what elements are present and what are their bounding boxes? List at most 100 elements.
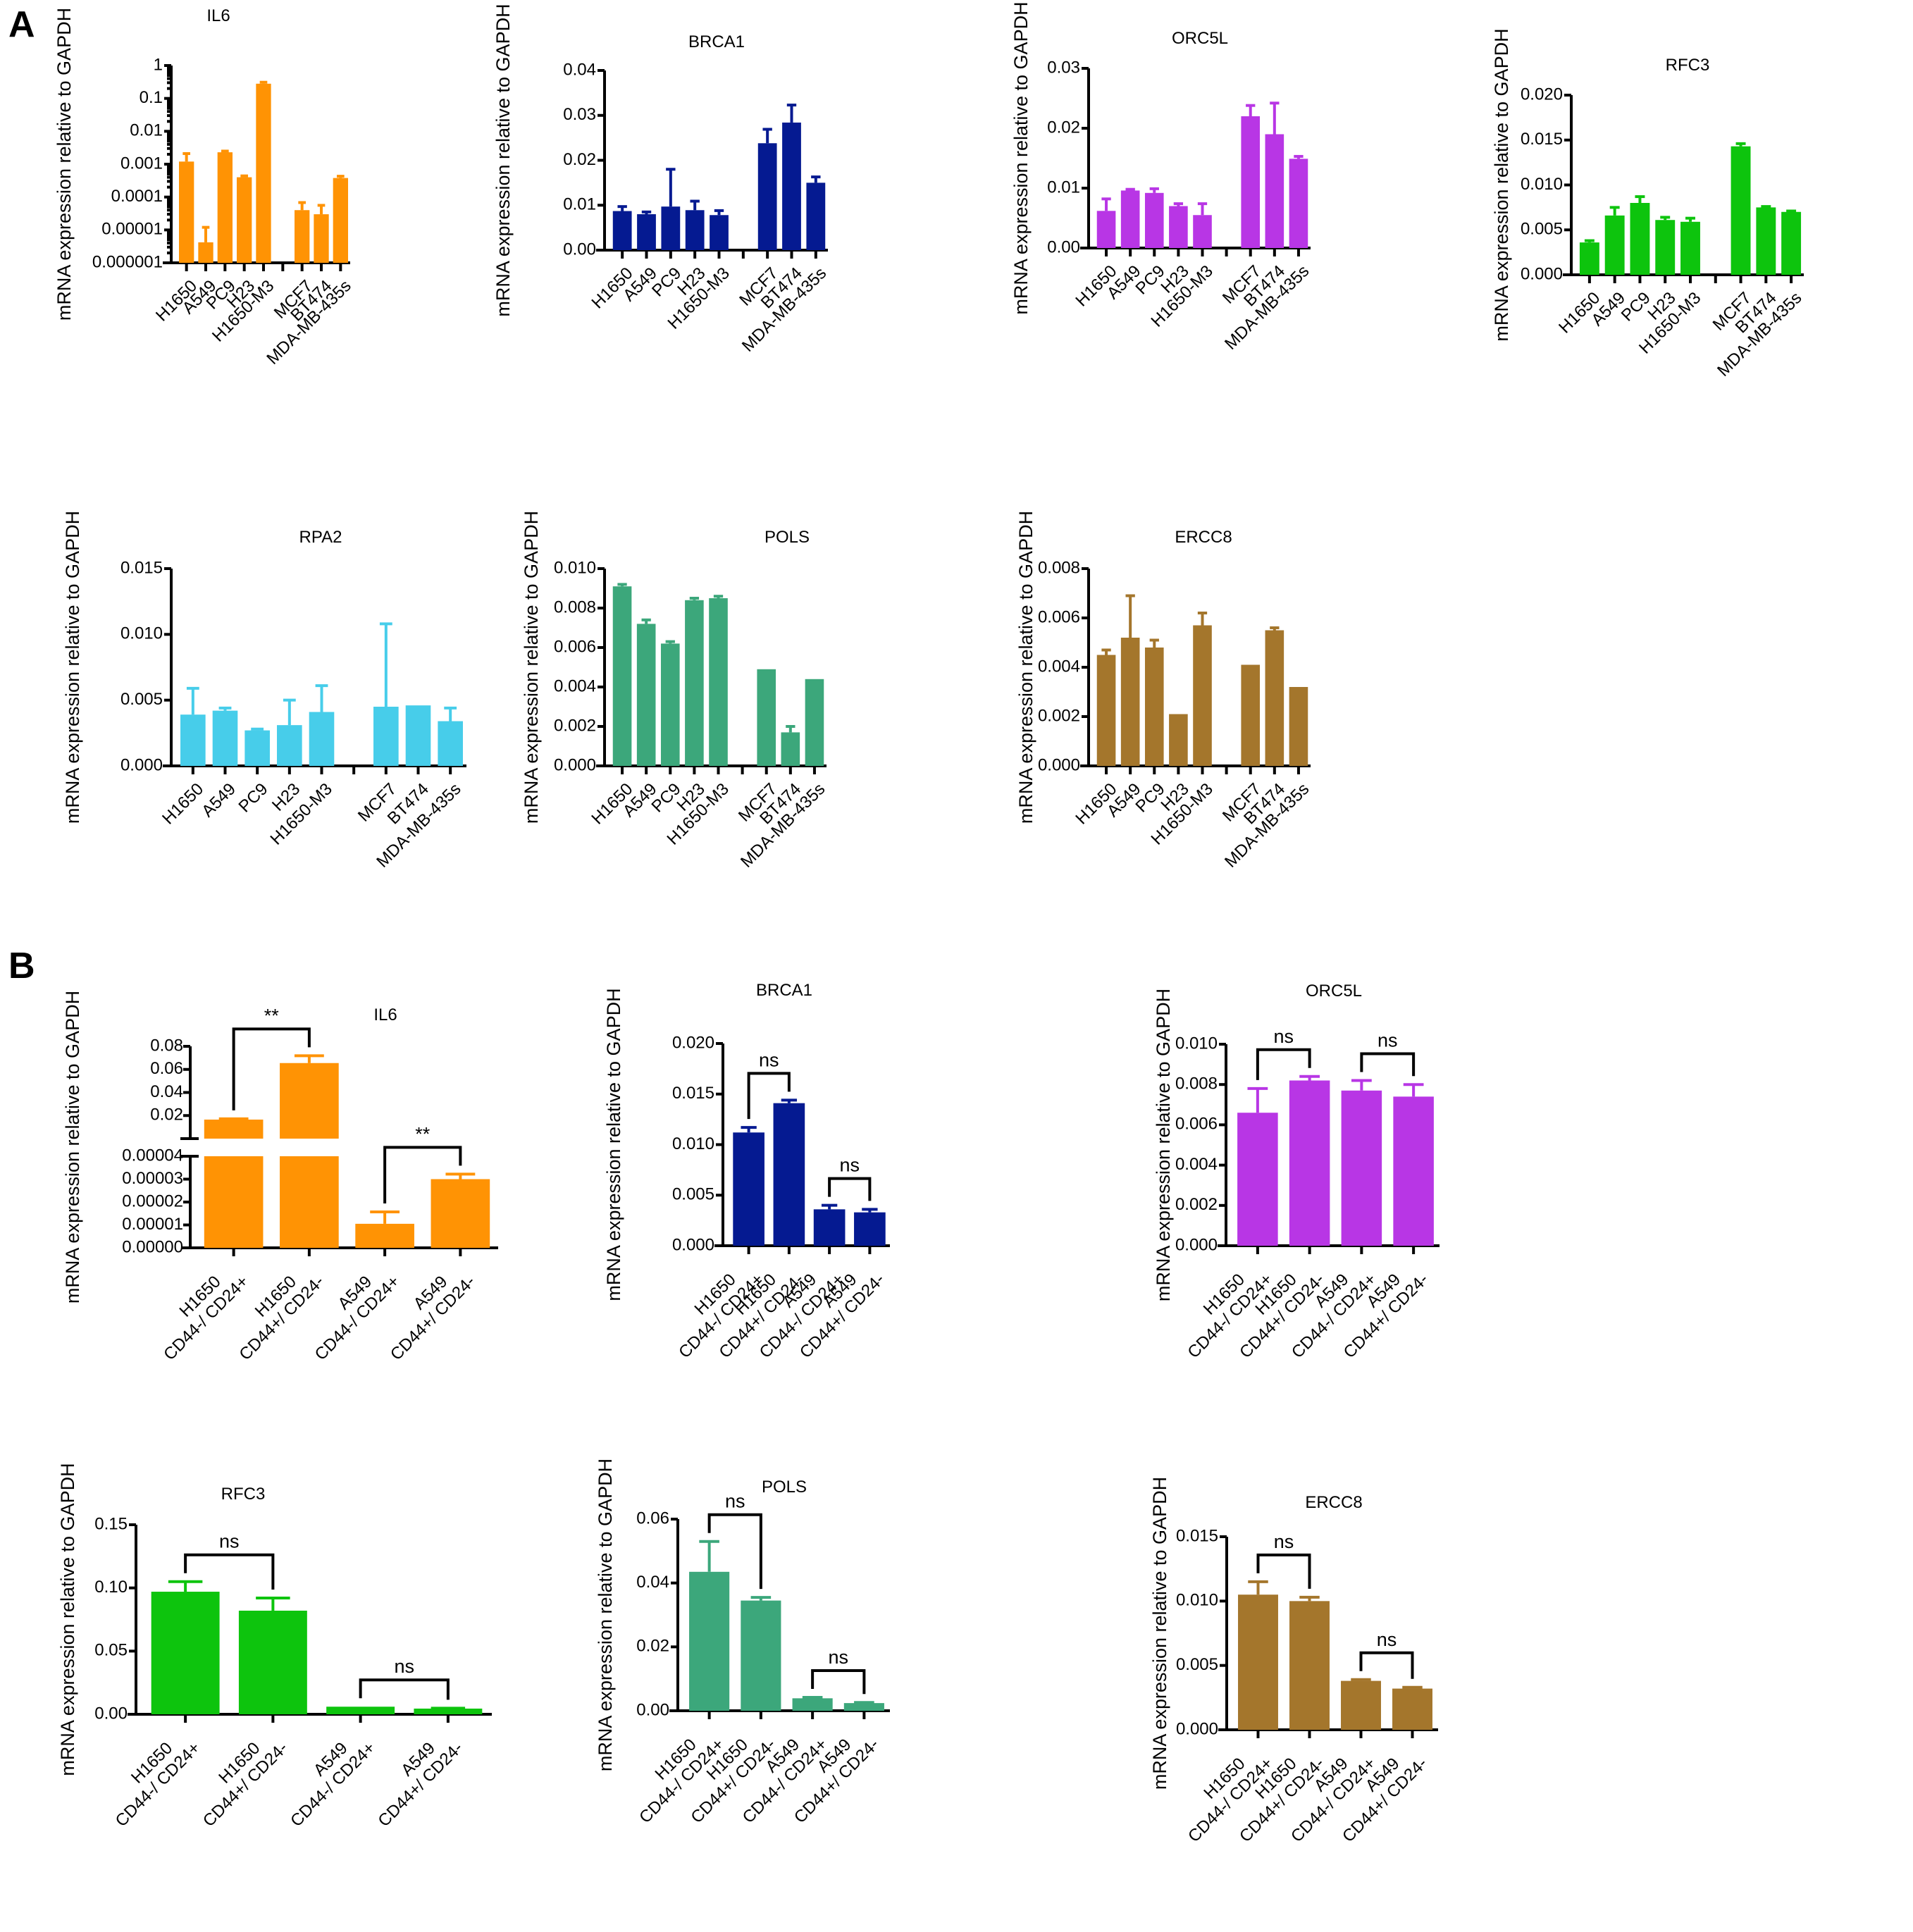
bar [757,143,777,250]
y-tick-label: 0.15 [94,1514,128,1533]
bar [1265,630,1284,766]
bar [414,1708,483,1714]
y-tick-label: 0.02 [636,1637,669,1656]
bar [1756,207,1776,275]
x-tick-label: H1650-M3 [267,779,336,848]
y-tick-label: 0.00001 [122,1215,183,1234]
bar [685,600,704,766]
y-axis-label: mRNA expression relative to GAPDH [603,988,624,1301]
y-tick-label: 0.00000 [122,1237,183,1256]
bar [710,215,729,250]
chart-title: POLS [762,1478,807,1497]
significance-label: ns [1377,1629,1397,1650]
bar [295,210,310,263]
chart-title: IL6 [206,6,230,25]
bar [773,1103,805,1246]
y-tick-label: 0.01 [130,121,163,140]
significance-bracket [747,1072,791,1120]
y-tick-label: 0.015 [1176,1526,1218,1545]
x-tick-label: PC9 [235,779,271,816]
y-tick-label: 0.02 [563,150,596,169]
bar [1655,220,1676,275]
chart-a-brca1: BRCA1 mRNA expression relative to GAPDH 0.… [493,4,830,355]
chart-title: ORC5L [1172,29,1228,48]
y-tick-label: 0.00 [1047,237,1080,256]
significance-label: ns [394,1656,414,1677]
bar [179,161,194,263]
y-axis-label: mRNA expression relative to GAPDH [595,1459,616,1771]
bar [843,1703,884,1711]
y-axis-label: mRNA expression relative to GAPDH [62,991,83,1304]
y-tick-label: 0.00 [563,240,596,259]
y-axis-label: mRNA expression relative to GAPDH [1010,1,1032,314]
bar [151,1592,220,1714]
bar [1341,1090,1382,1246]
significance-bracket [1256,1048,1311,1080]
bar [781,732,800,766]
y-tick-label: 0.010 [672,1134,714,1153]
chart-a-il6: IL6 mRNA expression relative to GAPDH 1 0.1… [54,6,355,369]
bar [326,1707,395,1714]
bar [1144,648,1164,766]
y-tick-label: 0.00003 [122,1169,183,1188]
bar [1731,146,1751,275]
y-tick-label: 0.000 [672,1235,714,1254]
bar [689,1571,730,1711]
bar [355,1223,414,1248]
y-tick-label: 0.00 [94,1704,128,1723]
x-tick-label: A549CD44+/ CD24- [361,1725,466,1831]
chart-b-brca1: BRCA1 mRNA expression relative to GAPDH 0.… [603,981,890,1362]
bar [741,1600,781,1711]
x-tick-label: H1650CD44-/ CD24+ [98,1725,204,1831]
y-tick-label: 0.03 [563,105,596,124]
significance-label: ns [219,1531,240,1552]
significance-bracket [359,1678,450,1700]
bar [1393,1096,1434,1246]
chart-title: IL6 [373,1005,397,1024]
significance-bracket [707,1513,762,1590]
y-axis-label: mRNA expression relative to GAPDH [493,4,514,316]
y-tick-label: 0.015 [1521,130,1563,149]
y-tick-label: 0.015 [672,1084,714,1103]
x-tick-label: A549 [198,779,240,821]
y-tick-label: 0.04 [636,1573,669,1592]
bar [1289,1080,1330,1246]
bar [1241,664,1261,766]
bar [1289,159,1308,248]
significance-label: ** [264,1005,280,1026]
bar [373,707,399,766]
chart-a-rpa2: RPA2 mRNA expression relative to GAPDH 0.0… [62,511,466,872]
y-tick-label: 0.004 [1038,657,1080,676]
bar [1169,206,1188,248]
significance-bracket [232,1027,311,1110]
y-tick-label: 0.010 [1176,1591,1218,1610]
y-tick-label: 0.015 [120,558,163,577]
bar [636,624,656,766]
y-tick-label: 0.002 [554,716,596,735]
bar [661,206,681,250]
significance-label: ns [759,1049,779,1070]
y-tick-label: 0.000 [120,755,163,774]
bar [198,242,213,263]
bar [277,725,302,766]
significance-label: ns [725,1491,745,1512]
bar [256,83,271,264]
significance-label: ns [1274,1531,1294,1552]
chart-title: RFC3 [1666,56,1710,75]
bar [1781,211,1802,275]
bar [212,710,238,766]
bar [1193,215,1212,248]
bar [1238,1594,1278,1730]
y-tick-label: 0.008 [1038,558,1080,577]
y-tick-label: 0.002 [1175,1195,1218,1214]
x-tick-label-line: H1650-M3 [267,779,336,848]
y-tick-label: 0.06 [150,1059,183,1078]
significance-label: ns [828,1647,848,1668]
y-tick-label: 0.008 [554,597,596,617]
bar [1289,687,1308,766]
significance-bracket [184,1553,275,1590]
significance-bracket [811,1668,866,1695]
bar [782,122,801,250]
chart-title: POLS [764,528,810,547]
bar [1169,714,1188,766]
